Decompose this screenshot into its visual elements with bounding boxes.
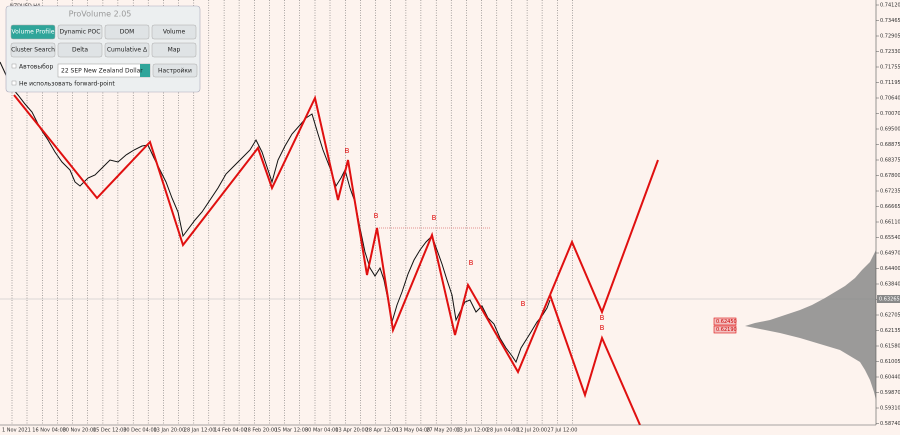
volume-profile [745,250,876,400]
y-tick-label: 0.67800 [880,173,900,179]
x-tick-label: 15 Mar 12:00 [275,428,308,434]
panel-button[interactable] [10,42,56,58]
y-tick-label: 0.71195 [880,80,900,86]
panel-button[interactable] [104,42,150,58]
x-tick-label: 1 Nov 2021 [2,428,31,434]
wave-lines [13,94,551,375]
x-tick-label: 28 Apr 12:00 [366,428,399,434]
y-tick-label: 0.69500 [880,127,900,133]
y-tick-label: 0.60440 [880,375,900,381]
y-tick-label: 0.71755 [880,65,900,71]
panel-button-label[interactable]: DOM [120,29,135,36]
forward-label[interactable]: Не использовать forward-point [19,81,115,88]
y-tick-label: 0.74120 [880,3,900,9]
auto-label[interactable]: Автовыбор [19,64,53,71]
x-tick-label: 13 Jan 20:00 [154,428,186,434]
x-tick-label: 30 Dec 04:00 [123,428,157,434]
panel-button-label[interactable]: Delta [72,47,88,54]
x-tick-label: 15 Dec 12:00 [93,428,127,434]
y-tick-label: 0.62705 [880,313,900,319]
y-tick-label: 0.61580 [880,344,900,350]
x-tick-label: 27 Jul 12:00 [547,428,577,434]
x-tick-label: 28 Jan 12:00 [184,428,216,434]
panel-button-label[interactable]: Cumulative Δ [107,47,148,54]
panel-button-label[interactable]: Volume [163,29,186,36]
panel-title: ProVolume 2.05 [69,10,132,19]
y-tick-label: 0.68875 [880,142,900,148]
projection-down [549,294,641,426]
y-tick-label: 0.62135 [880,328,900,334]
panel-button[interactable] [10,24,56,40]
y-tick-label: 0.61005 [880,359,900,365]
y-tick-label: 0.73465 [880,18,900,24]
y-tick-label: 0.58740 [880,421,900,427]
panel-button-label[interactable]: Volume Profile [12,29,55,36]
y-tick-label: 0.63840 [880,282,900,288]
x-axis-bg [0,425,900,435]
y-tick-label: 0.67235 [880,189,900,195]
provolume-panel: ProVolume 2.05 Автовыбор 22 SEP New Zeal… [5,5,201,93]
price-box-label: 0.62450 [716,319,737,325]
x-tick-label: 14 Feb 04:00 [214,428,247,434]
x-tick-label: 13 May 04:00 [396,428,430,434]
wave-marker: B [469,259,474,267]
wave-marker: B [432,214,437,222]
checkbox[interactable] [11,80,17,86]
panel-button-label[interactable]: Cluster Search [11,47,55,54]
x-tick-label: 28 Feb 20:00 [244,428,277,434]
panel-button[interactable] [151,42,197,58]
x-tick-label: 30 Nov 20:00 [63,428,97,434]
x-tick-label: 27 May 20:00 [426,428,460,434]
panel-button[interactable] [57,24,103,40]
settings-button[interactable] [152,63,198,78]
panel-button-label[interactable]: Map [168,47,181,54]
y-tick-label: 0.59310 [880,406,900,412]
wave-marker: B [345,147,350,155]
x-tick-label: 13 Jun 12:00 [457,428,489,434]
current-price-box [877,295,900,303]
y-tick-label: 0.70640 [880,96,900,102]
wave-marker: B [374,212,379,220]
projection-up [549,159,659,315]
price-box [713,317,737,326]
panel-button-label[interactable]: Dynamic POC [60,29,101,36]
wave-marker: B [600,314,605,322]
y-tick-label: 0.59870 [880,390,900,396]
y-tick-label: 0.65540 [880,235,900,241]
instrument[interactable]: 22 SEP New Zealand Dollar [61,68,143,75]
x-tick-label: 16 Nov 04:00 [32,428,66,434]
panel-button[interactable] [151,24,197,40]
x-tick-label: 28 Jun 04:00 [487,428,519,434]
y-tick-label: 0.72330 [880,49,900,55]
y-tick-label: 0.70070 [880,111,900,117]
settings-label[interactable]: Настройки [158,68,192,75]
panel-button[interactable] [104,24,150,40]
x-tick-label: 12 Jul 20:00 [517,428,547,434]
x-tick-label: 13 Apr 20:00 [335,428,368,434]
select-arrow[interactable] [140,64,150,77]
checkbox[interactable] [11,63,17,69]
price-box [713,325,737,334]
price-series [0,61,551,364]
wave-marker: B [521,300,526,308]
panel-button[interactable] [57,42,103,58]
y-tick-label: 0.72905 [880,34,900,40]
y-tick-label: 0.64970 [880,251,900,257]
wave-marker: B [600,324,605,332]
y-tick-label: 0.64400 [880,266,900,272]
y-tick-label: 0.66665 [880,204,900,210]
y-tick-label: 0.68375 [880,158,900,164]
price-box-label: 0.62190 [716,327,737,333]
current-price: 0.63265 [879,297,900,303]
x-tick-label: 30 Mar 04:00 [305,428,338,434]
y-tick-label: 0.66110 [880,220,900,226]
